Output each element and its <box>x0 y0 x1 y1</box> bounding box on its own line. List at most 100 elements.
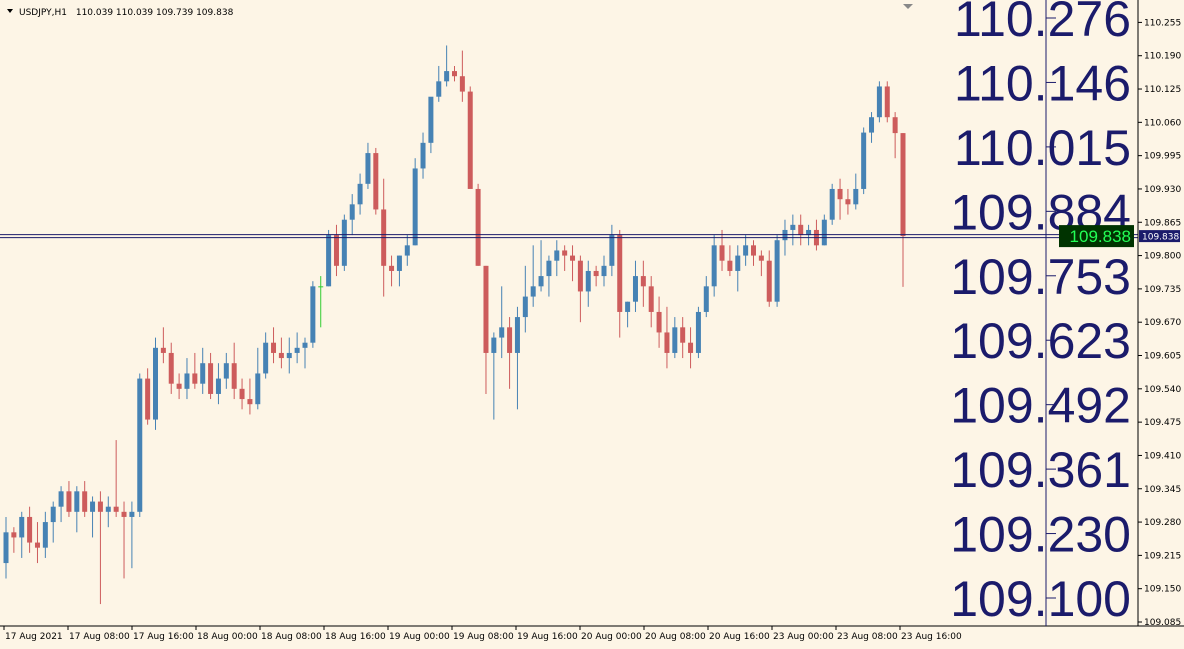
candle <box>798 214 804 246</box>
candle-body <box>570 255 576 261</box>
candle <box>184 358 190 400</box>
menu-triangle-icon[interactable] <box>7 9 13 13</box>
candle <box>499 286 505 359</box>
candle <box>66 481 72 517</box>
candle <box>302 337 308 369</box>
big-price-labels: 110.276110.146110.015109.884109.753109.6… <box>950 0 1131 627</box>
candle-body <box>688 342 694 353</box>
candle <box>239 378 245 410</box>
candle <box>900 133 906 287</box>
candle-body <box>585 270 591 292</box>
candle <box>389 255 395 287</box>
y-tick-label: 110.060 <box>1144 118 1181 128</box>
candle-body <box>845 199 851 205</box>
candle-body <box>200 363 206 384</box>
candle <box>861 127 867 195</box>
candle <box>420 132 426 179</box>
candle-body <box>743 245 749 256</box>
candle-body <box>184 373 190 389</box>
x-tick-label: 20 Aug 16:00 <box>709 632 770 642</box>
candle <box>743 235 749 266</box>
symbol-label: USDJPY,H1 <box>19 8 67 18</box>
candle-body <box>758 255 764 261</box>
candle <box>688 327 694 369</box>
candle-body <box>695 311 701 353</box>
candle <box>208 352 214 400</box>
candle <box>751 240 756 266</box>
big-price-label: 109.753 <box>950 249 1131 305</box>
candle <box>869 112 875 143</box>
candle-body <box>389 265 395 271</box>
candle <box>459 50 465 102</box>
x-tick-label: 18 Aug 16:00 <box>325 632 386 642</box>
candle <box>326 229 332 287</box>
candle-body <box>522 296 528 318</box>
candle <box>50 501 56 543</box>
candle-body <box>648 286 654 312</box>
candle-body <box>420 142 426 169</box>
candle <box>286 337 292 374</box>
candle <box>255 347 261 410</box>
x-tick-label: 20 Aug 00:00 <box>581 632 642 642</box>
candle-body <box>231 363 237 389</box>
candle <box>680 317 686 359</box>
candle-body <box>153 347 158 420</box>
candle <box>333 224 339 277</box>
candle <box>215 363 221 405</box>
price-tag-box <box>1059 225 1134 248</box>
candle-body <box>751 245 756 256</box>
candle <box>105 496 111 528</box>
x-tick-label: 20 Aug 08:00 <box>645 632 706 642</box>
x-tick-label: 18 Aug 00:00 <box>197 632 258 642</box>
candle <box>892 112 898 159</box>
candle-body <box>121 511 127 517</box>
candle-body <box>278 352 284 359</box>
candle <box>200 347 206 394</box>
y-tick-label: 109.150 <box>1144 585 1181 595</box>
candle-body <box>365 153 371 184</box>
candle-body <box>66 491 72 512</box>
candle <box>632 260 638 312</box>
candle-body <box>609 235 615 266</box>
candle-body <box>82 491 88 512</box>
x-tick-label: 17 Aug 16:00 <box>133 632 194 642</box>
candle-body <box>632 276 638 302</box>
candle <box>247 378 253 415</box>
candle <box>3 516 9 579</box>
candle-body <box>50 506 56 523</box>
candle-body <box>223 363 229 379</box>
candle-body <box>19 516 25 538</box>
y-tick-label: 109.670 <box>1144 318 1181 328</box>
candle-body <box>74 491 80 512</box>
candle <box>153 337 158 430</box>
candle-body <box>263 342 269 374</box>
candle <box>562 245 568 271</box>
candle <box>192 352 198 389</box>
y-tick-label: 110.255 <box>1144 18 1181 28</box>
y-tick-label: 109.215 <box>1144 551 1181 561</box>
candle <box>719 229 725 271</box>
candle-body <box>499 327 505 338</box>
candle-body <box>766 260 772 302</box>
candle-body <box>640 276 646 287</box>
candle-body <box>829 188 835 220</box>
candle-body <box>215 378 221 394</box>
candle-body <box>790 224 796 230</box>
x-tick-label: 17 Aug 2021 <box>5 632 63 642</box>
candle <box>530 245 536 307</box>
y-tick-label: 109.735 <box>1144 285 1181 295</box>
candle-body <box>349 204 355 220</box>
candle <box>790 214 796 246</box>
candle <box>349 194 355 236</box>
candle-body <box>562 250 568 256</box>
y-tick-label: 110.125 <box>1144 85 1181 95</box>
candle <box>711 235 717 297</box>
candle-body <box>452 71 457 77</box>
candle-body <box>554 250 560 261</box>
candle <box>113 440 119 517</box>
candle-body <box>680 327 686 343</box>
shift-arrow-icon[interactable] <box>903 4 913 9</box>
candle <box>373 147 379 215</box>
